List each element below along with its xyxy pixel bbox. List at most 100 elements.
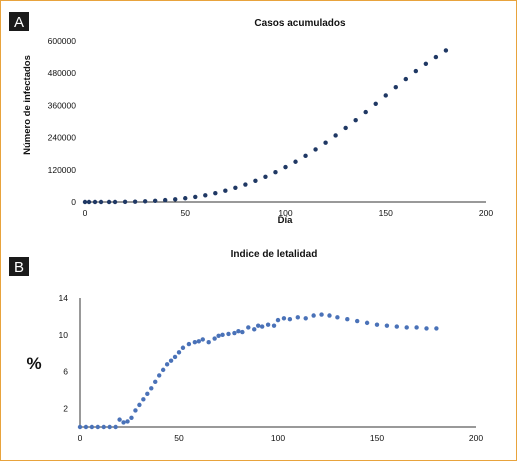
data-point: [206, 340, 211, 345]
data-point: [343, 125, 348, 131]
data-point: [273, 170, 278, 175]
data-point: [117, 417, 122, 422]
data-point: [163, 197, 168, 203]
data-point: [133, 408, 138, 413]
data-point: [364, 320, 370, 326]
data-point: [226, 331, 231, 337]
data-point: [403, 76, 408, 82]
data-point: [121, 420, 126, 425]
data-point: [353, 117, 358, 123]
data-point: [112, 199, 118, 205]
x-tick-label: 50: [181, 208, 191, 218]
y-tick-label: 480000: [48, 68, 77, 78]
data-point: [212, 336, 217, 341]
data-point: [137, 402, 142, 408]
chart-b-title: Indice de letalidad: [231, 249, 318, 260]
data-point: [193, 194, 198, 200]
data-point: [345, 316, 350, 322]
data-point: [77, 424, 83, 430]
data-point: [323, 140, 328, 145]
data-point: [192, 340, 198, 345]
y-tick-label: 0: [71, 197, 76, 207]
chart-a-ylabel: Número de infectados: [22, 55, 33, 155]
data-point: [233, 185, 238, 190]
data-point: [283, 164, 288, 170]
data-point: [101, 424, 106, 430]
x-tick-label: 150: [370, 433, 384, 443]
x-tick-label: 50: [174, 433, 184, 443]
data-point: [89, 424, 95, 430]
data-point: [313, 147, 318, 152]
y-tick-label: 6: [63, 367, 68, 377]
data-point: [265, 322, 271, 327]
data-point: [132, 199, 138, 204]
data-point: [256, 323, 261, 328]
chart-a-title: Casos acumulados: [254, 18, 346, 29]
panel-a-label: A: [14, 14, 24, 31]
data-point: [236, 328, 241, 334]
data-point: [125, 419, 130, 424]
data-point: [183, 196, 188, 201]
data-point: [243, 182, 248, 187]
x-tick-label: 200: [469, 433, 483, 443]
y-tick-label: 240000: [48, 133, 77, 143]
data-point: [232, 330, 237, 336]
x-tick-label: 0: [83, 208, 88, 218]
data-point: [240, 329, 245, 335]
chart-a: 0 50 100 150 200 0 120000 240000 360000 480000 600…: [48, 36, 494, 218]
data-point: [160, 367, 166, 373]
data-point: [203, 193, 208, 198]
data-point: [98, 199, 104, 205]
data-point: [319, 312, 324, 317]
chart-b: 0 50 100 150 200 2 6 10 14: [59, 293, 484, 443]
data-point: [83, 424, 89, 430]
data-point: [253, 178, 258, 184]
y-tick-label: 120000: [48, 165, 77, 175]
x-tick-label: 100: [278, 208, 292, 218]
data-point: [423, 61, 429, 67]
y-tick-label: 10: [59, 330, 69, 340]
data-point: [95, 424, 101, 430]
data-point: [384, 323, 390, 328]
data-point: [176, 350, 182, 355]
data-point: [335, 315, 340, 320]
data-point: [141, 397, 146, 402]
y-tick-label: 14: [59, 293, 69, 303]
data-point: [404, 325, 409, 330]
data-point: [186, 341, 192, 347]
y-tick-label: 2: [63, 404, 68, 414]
data-point: [434, 326, 439, 331]
data-point: [333, 133, 338, 138]
data-point: [153, 379, 158, 385]
data-point: [220, 332, 225, 338]
data-point: [443, 48, 449, 53]
data-point: [252, 327, 257, 332]
data-point: [122, 199, 128, 205]
data-point: [287, 316, 293, 322]
data-point: [216, 333, 221, 338]
data-point: [142, 199, 148, 204]
data-point: [374, 322, 380, 327]
panel-a-label-box: [9, 12, 29, 31]
data-point: [303, 153, 308, 159]
data-point: [275, 317, 281, 323]
data-point: [152, 198, 158, 203]
data-point: [355, 318, 360, 324]
data-point: [424, 326, 429, 331]
data-point: [196, 339, 201, 344]
data-point: [373, 101, 378, 106]
data-point: [106, 199, 112, 205]
data-point: [82, 199, 88, 205]
data-point: [363, 109, 368, 115]
x-tick-label: 150: [379, 208, 393, 218]
x-tick-label: 0: [78, 433, 83, 443]
data-point: [149, 386, 154, 391]
data-point: [173, 197, 178, 202]
data-point: [92, 199, 98, 205]
data-point: [414, 325, 419, 330]
data-point: [293, 159, 298, 164]
x-tick-label: 200: [479, 208, 493, 218]
data-point: [86, 199, 92, 205]
